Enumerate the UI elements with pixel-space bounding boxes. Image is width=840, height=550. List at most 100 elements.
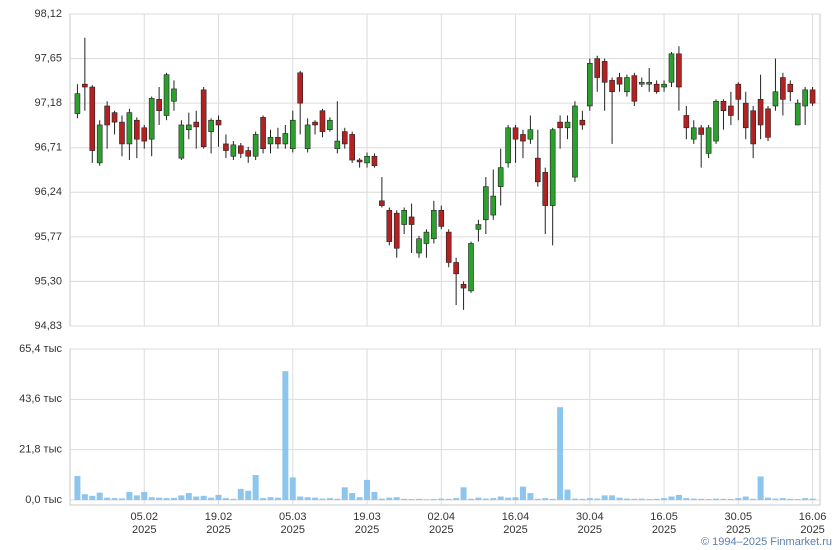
x-tick-label-line: 16.06 (799, 511, 827, 523)
candle-body (327, 119, 333, 130)
x-tick-label-line: 30.04 (576, 511, 604, 523)
candle-body (126, 112, 133, 145)
candle-body (527, 129, 534, 140)
candle-body (787, 83, 794, 93)
volume-bar (549, 498, 556, 500)
volume-bar (594, 498, 601, 500)
volume-bar (185, 493, 192, 500)
volume-bar (74, 475, 81, 500)
volume-bar (341, 487, 348, 500)
volume-bar (267, 497, 274, 500)
candle-body (267, 136, 274, 145)
volume-bar (609, 495, 616, 500)
candle-body (386, 210, 393, 242)
candle-body (468, 243, 474, 292)
volume-bar (527, 493, 534, 500)
volume-bar (675, 494, 682, 500)
x-tick-label: 16.04 2025 (502, 511, 530, 536)
volume-bar (809, 498, 816, 500)
candle-body (772, 91, 779, 107)
x-tick-label-line: 2025 (726, 524, 750, 536)
candle-body (423, 231, 430, 244)
volume-bar (690, 498, 697, 500)
x-tick-label-line: 2025 (355, 524, 379, 536)
candle-body (594, 58, 601, 78)
x-tick-label: 16.06 2025 (799, 511, 827, 536)
volume-bar (646, 499, 653, 500)
volume-bar (497, 496, 504, 500)
volume-bar (141, 491, 148, 500)
volume-bar (787, 498, 794, 500)
volume-bar (297, 496, 304, 500)
x-tick-label: 05.03 2025 (279, 511, 307, 536)
candle-body (134, 119, 140, 140)
candle-body (319, 110, 326, 132)
candle-body (148, 98, 155, 140)
candle-body (698, 127, 704, 135)
x-tick-label: 30.04 2025 (576, 511, 604, 536)
volume-bar (430, 499, 437, 500)
candle-body (624, 77, 630, 93)
y-tick-label: 0,0 тыс (25, 494, 62, 506)
candle-body (215, 119, 222, 126)
x-tick-label-line: 19.03 (353, 511, 381, 523)
candle-body (438, 210, 445, 227)
volume-bar (423, 499, 430, 500)
y-tick-label: 94,83 (34, 320, 62, 332)
candle-body (587, 63, 593, 107)
x-tick-label: 19.03 2025 (353, 511, 381, 536)
x-tick-label-line: 16.04 (502, 511, 530, 523)
x-tick-label: 02.04 2025 (428, 511, 456, 536)
volume-bar (289, 477, 296, 500)
volume-bar (505, 497, 512, 500)
candle-body (676, 53, 682, 88)
y-tick-label: 43,6 тыс (19, 393, 62, 405)
volume-bar (794, 499, 801, 500)
volume-bar (326, 498, 333, 500)
volume-bar (111, 498, 118, 500)
volume-bar (378, 498, 385, 500)
volume-bar (252, 475, 259, 500)
volume-bar (519, 486, 526, 500)
candle-body (156, 99, 162, 112)
volume-bar (601, 495, 608, 500)
candle-body (638, 81, 645, 85)
volume-bar (490, 498, 497, 500)
y-tick-label: 96,71 (34, 142, 62, 154)
candle-body (275, 136, 281, 145)
candle-body (431, 210, 437, 240)
candle-body (780, 77, 786, 100)
candle-body (223, 143, 229, 151)
volume-bar (727, 499, 734, 500)
candle-body (713, 100, 719, 142)
candle-body (445, 231, 452, 263)
x-tick-label-line: 2025 (429, 524, 453, 536)
candle-body (416, 238, 422, 254)
candle-body (141, 127, 148, 142)
candle-body (341, 131, 348, 145)
x-tick-label-line: 2025 (503, 524, 527, 536)
x-tick-label-line: 2025 (281, 524, 305, 536)
candle-body (349, 134, 355, 161)
candle-body (401, 210, 407, 225)
volume-bar (104, 497, 111, 500)
candle-body (89, 86, 96, 151)
x-tick-label-line: 19.02 (205, 511, 233, 523)
x-tick-label-line: 2025 (206, 524, 230, 536)
y-tick-label: 95,77 (34, 231, 62, 243)
volume-bar (557, 407, 564, 500)
volume-bar (683, 498, 690, 500)
y-tick-label: 97,18 (34, 97, 62, 109)
volume-bar (371, 491, 378, 500)
candle-body (802, 89, 808, 107)
volume-bar (274, 497, 281, 500)
x-tick-label-line: 30.05 (725, 511, 753, 523)
candle-body (549, 129, 556, 206)
volume-bar (779, 498, 786, 500)
volume-bar (222, 498, 229, 500)
candle-body (245, 150, 252, 157)
candle-body (609, 80, 615, 93)
y-tick-label: 65,4 тыс (19, 343, 62, 355)
x-tick-label-line: 2025 (652, 524, 676, 536)
